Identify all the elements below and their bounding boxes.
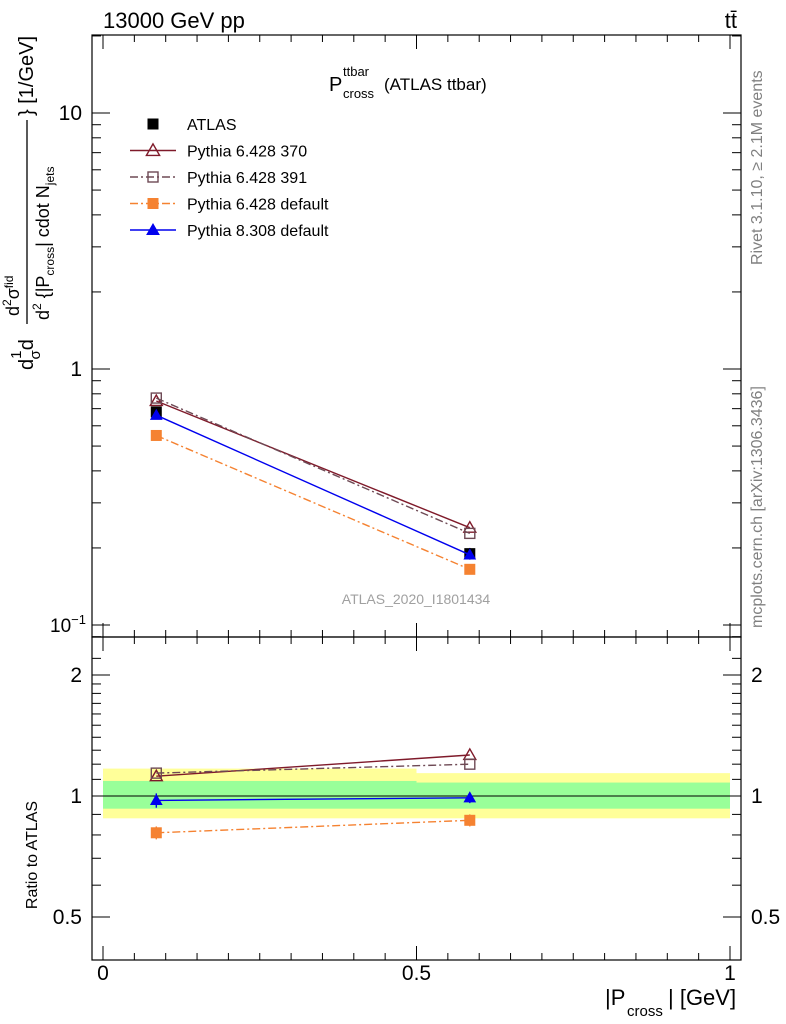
x-tick-label: 1: [724, 962, 736, 985]
series-pythia-6-428-391: [150, 758, 476, 779]
y-tick-label-right: 2: [751, 664, 763, 687]
legend-entry: Pythia 6.428 370: [130, 142, 307, 161]
data-point-marker: [464, 814, 476, 826]
y-tick-label: 0.5: [53, 906, 82, 929]
y-tick-label-right: 0.5: [751, 906, 780, 929]
main-y-axis-label: d1 σd d2σfid d2 {|Pcross| cdot Njets } [1…: [0, 36, 57, 370]
data-point-marker: [146, 222, 160, 236]
legend-label: Pythia 8.308 default: [187, 223, 329, 240]
legend-label: Pythia 6.428 391: [187, 170, 307, 187]
series-pythia-8-308-default: [149, 791, 477, 808]
svg-text:} [1/GeV]: } [1/GeV]: [16, 36, 38, 116]
data-point-marker: [147, 198, 159, 209]
svg-text:d2 {|Pcross| cdot Njets: d2 {|Pcross| cdot Njets: [30, 167, 57, 320]
y-tick-label: 1: [70, 785, 82, 808]
data-point-marker: [147, 118, 159, 130]
plot-title: P ttbar cross (ATLAS ttbar): [329, 64, 487, 101]
legend-entry: ATLAS: [147, 117, 237, 134]
data-point-marker: [464, 758, 476, 770]
series-line: [156, 754, 470, 777]
legend-entry: Pythia 6.428 default: [130, 197, 329, 214]
x-tick-label: 0.5: [402, 962, 431, 985]
legend-label: Pythia 6.428 default: [187, 197, 329, 214]
y-tick-label: 2: [70, 664, 82, 687]
series-line: [156, 763, 470, 774]
x-axis-label-suffix: | [GeV]: [668, 985, 736, 1010]
ratio-uncertainty-bands: [103, 768, 730, 819]
rivet-label: Rivet 3.1.10, ≥ 2.1M events: [749, 70, 766, 265]
plot-title-sub: cross: [343, 86, 375, 101]
series-pythia-8-308-default: [149, 408, 477, 560]
data-point-marker: [464, 527, 476, 540]
mcplots-label: mcplots.cern.ch [arXiv:1306.3436]: [749, 386, 766, 628]
plot-title-suffix: (ATLAS ttbar): [384, 75, 487, 94]
x-axis-label-sub: cross: [627, 1003, 663, 1020]
series-line: [156, 397, 471, 535]
series-line: [156, 414, 471, 556]
data-point-marker: [463, 548, 477, 560]
x-axis-label-main: |P: [605, 985, 625, 1010]
series-line: [156, 797, 470, 802]
data-point-marker: [463, 791, 477, 803]
series-line: [156, 434, 471, 570]
legend-label: ATLAS: [187, 117, 237, 134]
series-pythia-6-428-370: [149, 393, 478, 533]
x-axis-label: |P cross | [GeV]: [605, 985, 736, 1020]
series-pythia-6-428-default: [150, 814, 476, 840]
data-point-marker: [462, 747, 478, 761]
data-point-marker: [149, 793, 163, 806]
ratio-panel-frame: 0.5 0.5 1 1 2 2 0 0.5 1: [53, 636, 780, 985]
y-tick-label: 1: [70, 358, 82, 381]
legend-label: Pythia 6.428 370: [187, 144, 307, 161]
legend: ATLAS Pythia 6.428 370 Pythia 6.428 391 Pyt…: [130, 117, 329, 240]
x-tick-label: 0: [97, 962, 109, 985]
series-atlas: [150, 406, 476, 560]
series-line: [156, 400, 471, 529]
process-label: tt̄: [725, 8, 737, 33]
y-tick-label: 10: [59, 102, 82, 125]
energy-label: 13000 GeV pp: [103, 8, 245, 33]
ratio-y-axis-label: Ratio to ATLAS: [24, 801, 41, 909]
data-point-marker: [149, 768, 164, 782]
data-point-marker: [145, 142, 161, 157]
uncertainty-band: [103, 780, 417, 809]
data-point-marker: [150, 429, 162, 441]
data-point-marker: [464, 563, 476, 575]
data-point-marker: [149, 408, 163, 420]
data-point-marker: [150, 827, 162, 839]
series-pythia-6-428-391: [150, 392, 476, 540]
plot-title-main: P: [329, 74, 342, 96]
data-point-marker: [149, 393, 164, 407]
y-tick-label: 10−1: [50, 612, 86, 637]
main-series-layer: [149, 392, 478, 575]
legend-entry: Pythia 6.428 391: [130, 170, 307, 187]
svg-text:d2σfid: d2σfid: [0, 276, 23, 317]
analysis-watermark: ATLAS_2020_I1801434: [342, 591, 491, 607]
y-tick-label-right: 1: [751, 785, 763, 808]
data-point-marker: [147, 171, 159, 183]
data-point-marker: [150, 392, 162, 404]
ratio-series-layer: [149, 747, 478, 840]
series-pythia-6-428-default: [150, 429, 476, 575]
data-point-marker: [150, 767, 162, 779]
series-line: [156, 819, 470, 834]
data-point-marker: [462, 520, 478, 533]
legend-entry: Pythia 8.308 default: [130, 222, 329, 240]
plot-title-sup: ttbar: [343, 64, 370, 79]
